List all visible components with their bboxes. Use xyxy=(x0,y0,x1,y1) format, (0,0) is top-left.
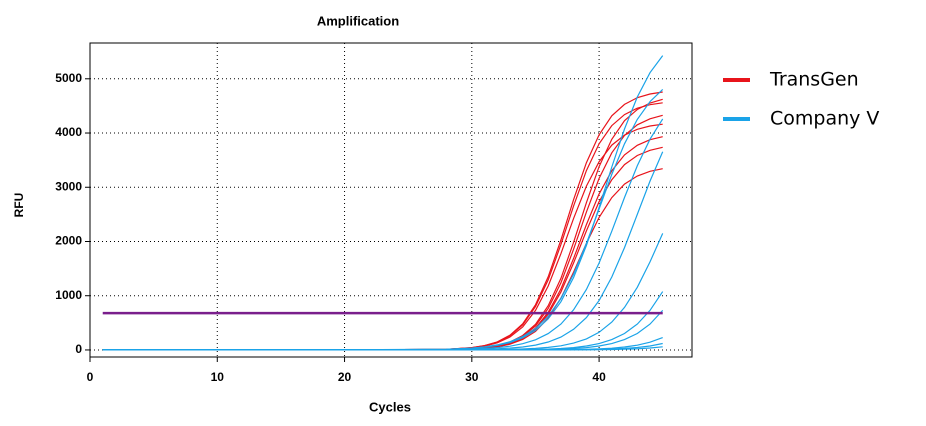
y-tick-label: 1000 xyxy=(55,288,82,302)
legend-label: TransGen xyxy=(769,69,859,91)
amplification-curve xyxy=(102,346,663,351)
y-tick-label: 0 xyxy=(75,342,82,356)
x-tick-label: 30 xyxy=(465,370,479,384)
y-tick-label: 3000 xyxy=(55,179,82,193)
plot-frame xyxy=(89,42,693,358)
chart-title: Amplification xyxy=(317,13,399,28)
legend-label: Company V xyxy=(770,108,879,130)
x-axis-label: Cycles xyxy=(369,399,411,414)
y-tick-label: 2000 xyxy=(55,234,82,248)
x-tick-label: 40 xyxy=(592,370,606,384)
plot-area xyxy=(90,43,692,357)
y-tick-label: 5000 xyxy=(55,71,82,85)
y-axis-label: RFU xyxy=(12,193,26,218)
y-tick-label: 4000 xyxy=(55,125,82,139)
x-tick-label: 10 xyxy=(211,370,225,384)
x-tick-label: 0 xyxy=(87,370,94,384)
x-tick-label: 20 xyxy=(338,370,352,384)
